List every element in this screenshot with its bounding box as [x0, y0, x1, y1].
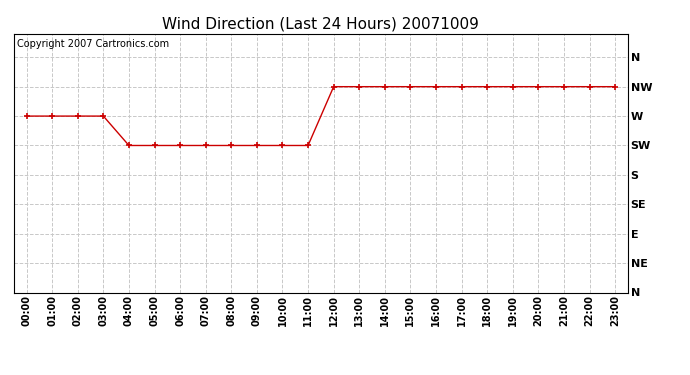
- Title: Wind Direction (Last 24 Hours) 20071009: Wind Direction (Last 24 Hours) 20071009: [162, 16, 480, 31]
- Text: Copyright 2007 Cartronics.com: Copyright 2007 Cartronics.com: [17, 39, 169, 49]
